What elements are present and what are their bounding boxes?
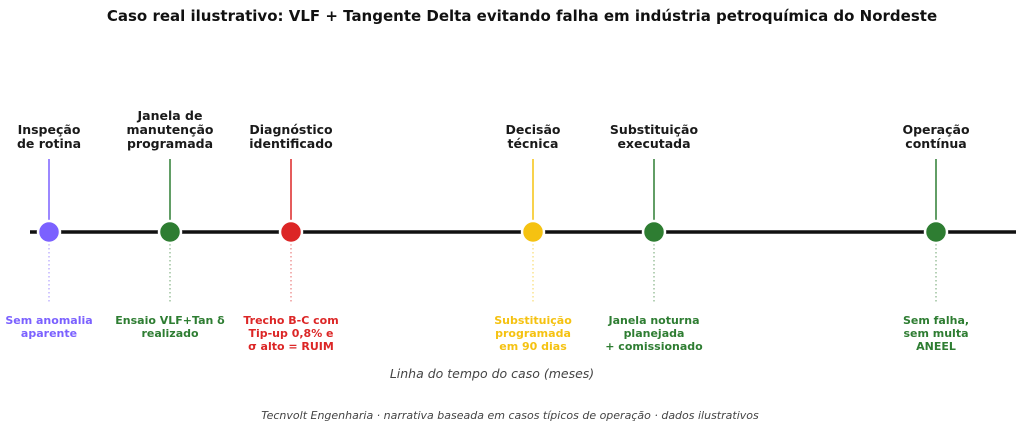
event-label: Operação contínua <box>902 122 969 151</box>
timeline-event: Janela de manutenção programada Ensaio VLF+… <box>115 108 225 340</box>
timeline-events: Inspeção de rotina Sem anomalia aparente Jan… <box>5 108 970 353</box>
timeline-event: Decisão técnica Substituição programada em 9… <box>494 122 572 353</box>
event-marker <box>278 219 304 245</box>
event-marker <box>923 219 949 245</box>
axis-label: Linha do tempo do caso (meses) <box>390 366 594 381</box>
event-marker <box>36 219 62 245</box>
event-label: Decisão técnica <box>505 122 560 151</box>
event-marker <box>157 219 183 245</box>
timeline-event: Substituição executada Janela noturna plane… <box>605 122 703 353</box>
event-label: Janela de manutenção programada <box>126 108 213 151</box>
event-label: Inspeção de rotina <box>17 122 81 151</box>
timeline-event: Inspeção de rotina Sem anomalia aparente <box>5 122 92 340</box>
event-description: Janela noturna planejada + comissionado <box>605 314 703 353</box>
event-description: Substituição programada em 90 dias <box>494 314 572 353</box>
timeline-event: Operação contínua Sem falha, sem multa ANEEL <box>902 122 969 353</box>
event-marker <box>641 219 667 245</box>
timeline-event: Diagnóstico identificado Trecho B-C com Tip… <box>243 122 338 353</box>
footer-note: Tecnvolt Engenharia · narrativa baseada … <box>261 409 759 422</box>
diagram-title: Caso real ilustrativo: VLF + Tangente De… <box>107 7 937 25</box>
event-description: Ensaio VLF+Tan δ realizado <box>115 314 225 340</box>
event-description: Sem anomalia aparente <box>5 314 92 340</box>
event-description: Sem falha, sem multa ANEEL <box>903 314 969 353</box>
event-marker <box>520 219 546 245</box>
event-label: Substituição executada <box>610 122 699 151</box>
event-label: Diagnóstico identificado <box>249 122 333 151</box>
